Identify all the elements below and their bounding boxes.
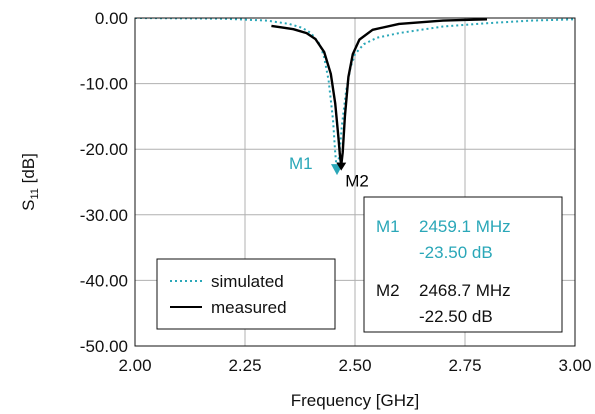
y-axis-label-unit: [dB] <box>19 153 38 188</box>
x-tick-label: 2.50 <box>338 356 371 375</box>
x-tick-label: 2.75 <box>448 356 481 375</box>
legend-box <box>156 258 336 330</box>
y-tick-label: -20.00 <box>80 140 128 159</box>
x-tick-label: 2.25 <box>228 356 261 375</box>
series-simulated <box>135 18 575 174</box>
tick-labels: 2.00 2.25 2.50 2.75 3.00 0.00 -10.00 -20.00 -30.… <box>80 9 592 375</box>
y-tick-label: -10.00 <box>80 75 128 94</box>
y-tick-label: -40.00 <box>80 271 128 290</box>
y-tick-label: -30.00 <box>80 206 128 225</box>
m2-readout-value: -22.50 dB <box>419 307 493 326</box>
m2-readout-name: M2 <box>376 281 400 300</box>
marker-arrows: M1 M2 <box>289 154 369 190</box>
y-axis-label-sub: 11 <box>29 188 41 199</box>
marker-readout-box <box>363 196 563 333</box>
y-tick-label: -50.00 <box>80 337 128 356</box>
x-tick-label: 2.00 <box>118 356 151 375</box>
y-axis-label: S11 [dB] <box>19 153 41 211</box>
m1-marker: M1 <box>289 154 344 176</box>
m1-readout-value: -23.50 dB <box>419 243 493 262</box>
m1-marker-label: M1 <box>289 154 313 173</box>
legend: simulated measured <box>156 258 336 330</box>
legend-measured-label: measured <box>211 298 287 317</box>
m1-readout-freq: 2459.1 MHz <box>419 217 511 236</box>
y-axis-label-main: S <box>19 200 38 211</box>
m2-marker: M2 <box>336 155 369 191</box>
x-axis-label: Frequency [GHz] <box>291 391 420 410</box>
m1-readout-name: M1 <box>376 217 400 236</box>
m2-readout-freq: 2468.7 MHz <box>419 281 511 300</box>
series-measured <box>271 18 488 167</box>
marker-readout: M1 2459.1 MHz -23.50 dB M2 2468.7 MHz -2… <box>363 196 563 333</box>
m2-marker-arrow <box>336 162 347 171</box>
y-tick-label: 0.00 <box>95 9 128 28</box>
m2-marker-label: M2 <box>345 172 369 191</box>
legend-simulated-label: simulated <box>211 272 284 291</box>
plot-frame <box>134 17 576 347</box>
x-tick-label: 3.00 <box>558 356 591 375</box>
